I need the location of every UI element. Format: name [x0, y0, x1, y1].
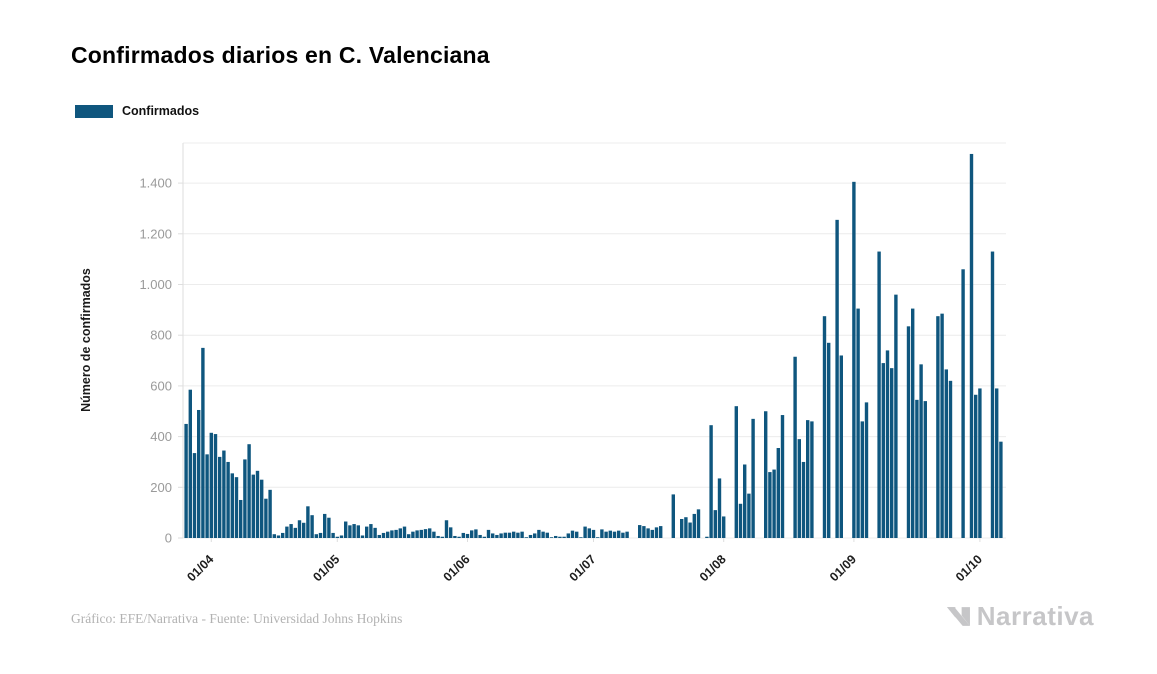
narrativa-logo-text: Narrativa — [976, 601, 1094, 631]
credit-text: Gráfico: EFE/Narrativa - Fuente: Univers… — [71, 611, 403, 626]
legend-swatch-icon — [75, 104, 113, 118]
svg-text:0: 0 — [165, 531, 172, 546]
narrativa-logo: Narrativa — [946, 601, 1094, 632]
svg-text:1.400: 1.400 — [139, 176, 172, 191]
svg-text:Número de confirmados: Número de confirmados — [79, 268, 93, 412]
svg-text:01/10: 01/10 — [953, 552, 985, 584]
svg-text:01/07: 01/07 — [567, 552, 599, 584]
svg-text:01/08: 01/08 — [697, 552, 729, 584]
svg-text:01/06: 01/06 — [441, 552, 473, 584]
chart-title: Confirmados diarios en C. Valenciana — [71, 42, 490, 68]
svg-text:600: 600 — [150, 378, 172, 393]
svg-text:01/05: 01/05 — [310, 552, 342, 584]
svg-text:1.200: 1.200 — [139, 226, 172, 241]
svg-text:200: 200 — [150, 480, 172, 495]
svg-text:01/04: 01/04 — [184, 552, 216, 584]
svg-text:400: 400 — [150, 429, 172, 444]
legend-label: Confirmados — [122, 104, 200, 118]
svg-text:01/09: 01/09 — [827, 552, 859, 584]
svg-text:800: 800 — [150, 328, 172, 343]
legend: Confirmados — [75, 104, 199, 118]
narrativa-n-icon — [946, 607, 970, 626]
svg-text:1.000: 1.000 — [139, 277, 172, 292]
